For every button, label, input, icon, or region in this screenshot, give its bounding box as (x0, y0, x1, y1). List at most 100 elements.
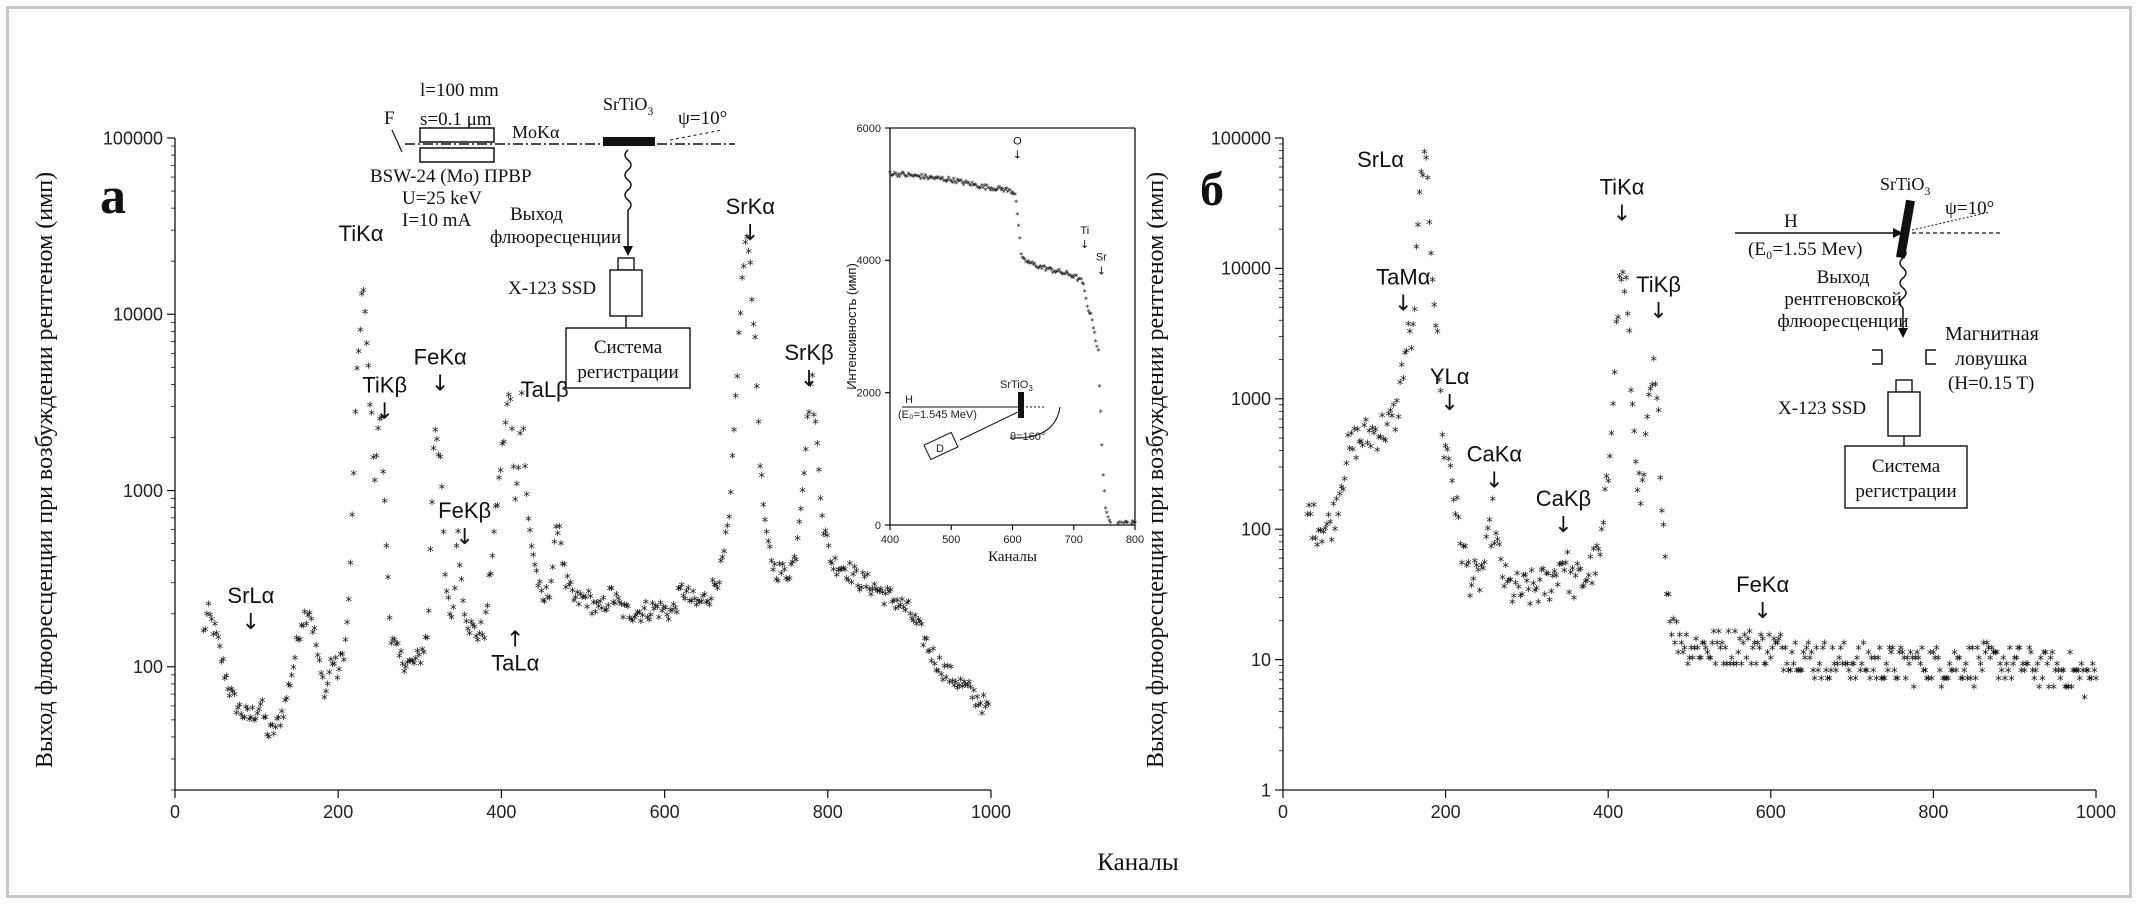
chart-a-data-point: * (269, 720, 276, 735)
chart-b-data-point: * (1711, 627, 1718, 642)
chart-a-data-point: * (230, 687, 237, 702)
chart-a-data-point: * (545, 592, 552, 607)
inset-data-point: * (1042, 263, 1046, 272)
x-axis-label: Каналы (1097, 849, 1179, 876)
chart-a-data-point: * (476, 629, 483, 644)
inset-data-point: * (966, 180, 970, 189)
chart-a-data-point: * (776, 559, 783, 574)
inset-data-point: * (1036, 265, 1040, 274)
chart-a-data-point: * (933, 666, 940, 681)
chart-a-peak-label: TiKα (339, 221, 384, 246)
chart-a-data-point: * (915, 615, 922, 630)
inset-data-point: * (1025, 260, 1029, 269)
chart-a-data-point: * (347, 558, 354, 573)
chart-a-data-point: * (455, 527, 462, 542)
chart-a-data-point: * (832, 554, 839, 569)
chart-b-data-point: * (1343, 459, 1350, 474)
chart-b-data-point: * (1859, 660, 1866, 675)
chart-a-data-point: * (838, 564, 845, 579)
chart-b-data-point: * (1730, 660, 1737, 675)
chart-b-data-point: * (1405, 319, 1412, 334)
chart-a-data-point: * (879, 588, 886, 603)
chart-a-data-point: * (285, 680, 292, 695)
chart-b-data-point: * (1707, 654, 1714, 669)
chart-b-data-point: * (1418, 168, 1425, 183)
chart-b-data-point: * (2073, 666, 2080, 681)
chart-b-data-point: * (2059, 666, 2066, 681)
chart-a-data-point: * (257, 700, 264, 715)
chart-a-data-point: * (851, 562, 858, 577)
chart-a-data-point: * (732, 391, 739, 406)
chart-a-data-point: * (723, 528, 730, 543)
chart-a-data-point: * (971, 686, 978, 701)
chart-b-data-point: * (1532, 586, 1539, 601)
chart-a-data-point: * (452, 584, 459, 599)
chart-a-data-point: * (530, 551, 537, 566)
chart-b-data-point: * (1587, 552, 1594, 567)
chart-a-data-point: * (326, 668, 333, 683)
chart-b-data-point: * (1971, 683, 1978, 698)
inset-data-point: * (1133, 519, 1137, 528)
inset-data-point: * (1131, 518, 1135, 527)
inset-data-point: * (958, 177, 962, 186)
inset-data-point: * (950, 180, 954, 189)
chart-b-data-point: * (1483, 533, 1490, 548)
chart-b-data-point: * (1439, 431, 1446, 446)
inset-data-point: * (955, 177, 959, 186)
inset-data-point: * (927, 175, 931, 184)
chart-a-data-point: * (442, 571, 449, 586)
inset-data-point: * (930, 175, 934, 184)
chart-a-data-point: * (443, 587, 450, 602)
chart-b-data-point: * (1473, 561, 1480, 576)
chart-a-data-point: * (602, 606, 609, 621)
chart-a-data-point: * (483, 608, 490, 623)
chart-b-data-point: * (1686, 654, 1693, 669)
chart-b-data-point: * (1333, 495, 1340, 510)
chart-b-data-point: * (1564, 548, 1571, 563)
chart-a-data-point: * (535, 582, 542, 597)
schematic-a-det: X-123 SSD (508, 278, 596, 299)
chart-a-data-point: * (346, 595, 353, 610)
chart-b-data-point: * (1475, 565, 1482, 580)
chart-b-data-point: * (1800, 648, 1807, 663)
inset-data-point: * (1050, 267, 1054, 276)
chart-b-data-point: * (1872, 654, 1879, 669)
chart-b-data-point: * (1774, 639, 1781, 654)
chart-b-data-point: * (1855, 643, 1862, 658)
chart-b-x-tick-label: 1000 (2076, 802, 2116, 822)
inset-data-point: * (1039, 263, 1043, 272)
chart-a-data-point: * (778, 569, 785, 584)
chart-b-data-point: * (1769, 643, 1776, 658)
inset-data-point: * (893, 169, 897, 178)
chart-a-data-point: * (855, 581, 862, 596)
chart-a-data-point: * (362, 307, 369, 322)
chart-a-data-point: * (373, 452, 380, 467)
chart-a-data-point: * (659, 607, 666, 622)
chart-b-data-point: * (1990, 648, 1997, 663)
chart-a-data-point: * (680, 592, 687, 607)
chart-a-data-point: * (982, 703, 989, 718)
chart-b-data-point: * (1504, 578, 1511, 593)
trap-right (1925, 349, 1936, 365)
chart-b-data-point: * (1468, 581, 1475, 596)
chart-b-data-point: * (1431, 301, 1438, 316)
chart-a-data-point: * (352, 408, 359, 423)
chart-b-data-point: * (1974, 643, 1981, 658)
chart-b-data-point: * (1569, 564, 1576, 579)
chart-a-data-point: * (215, 633, 222, 648)
inset-data-point: * (1104, 505, 1108, 514)
chart-a-data-point: * (654, 603, 661, 618)
chart-a-data-point: * (501, 437, 508, 452)
chart-a-data-point: * (460, 597, 467, 612)
chart-b-data-point: * (1329, 535, 1336, 550)
chart-b-data-point: * (1309, 534, 1316, 549)
chart-b-data-point: * (1512, 578, 1519, 593)
chart-b-data-point: * (2005, 666, 2012, 681)
trap-left (1872, 349, 1883, 365)
chart-a-data-point: * (750, 320, 757, 335)
chart-a-data-point: * (904, 599, 911, 614)
inset-data-point: * (911, 173, 915, 182)
inset-peak-label: Ti (1080, 225, 1089, 237)
chart-b-y-tick-label: 1 (1261, 780, 1271, 800)
chart-a-data-point: * (923, 635, 930, 650)
